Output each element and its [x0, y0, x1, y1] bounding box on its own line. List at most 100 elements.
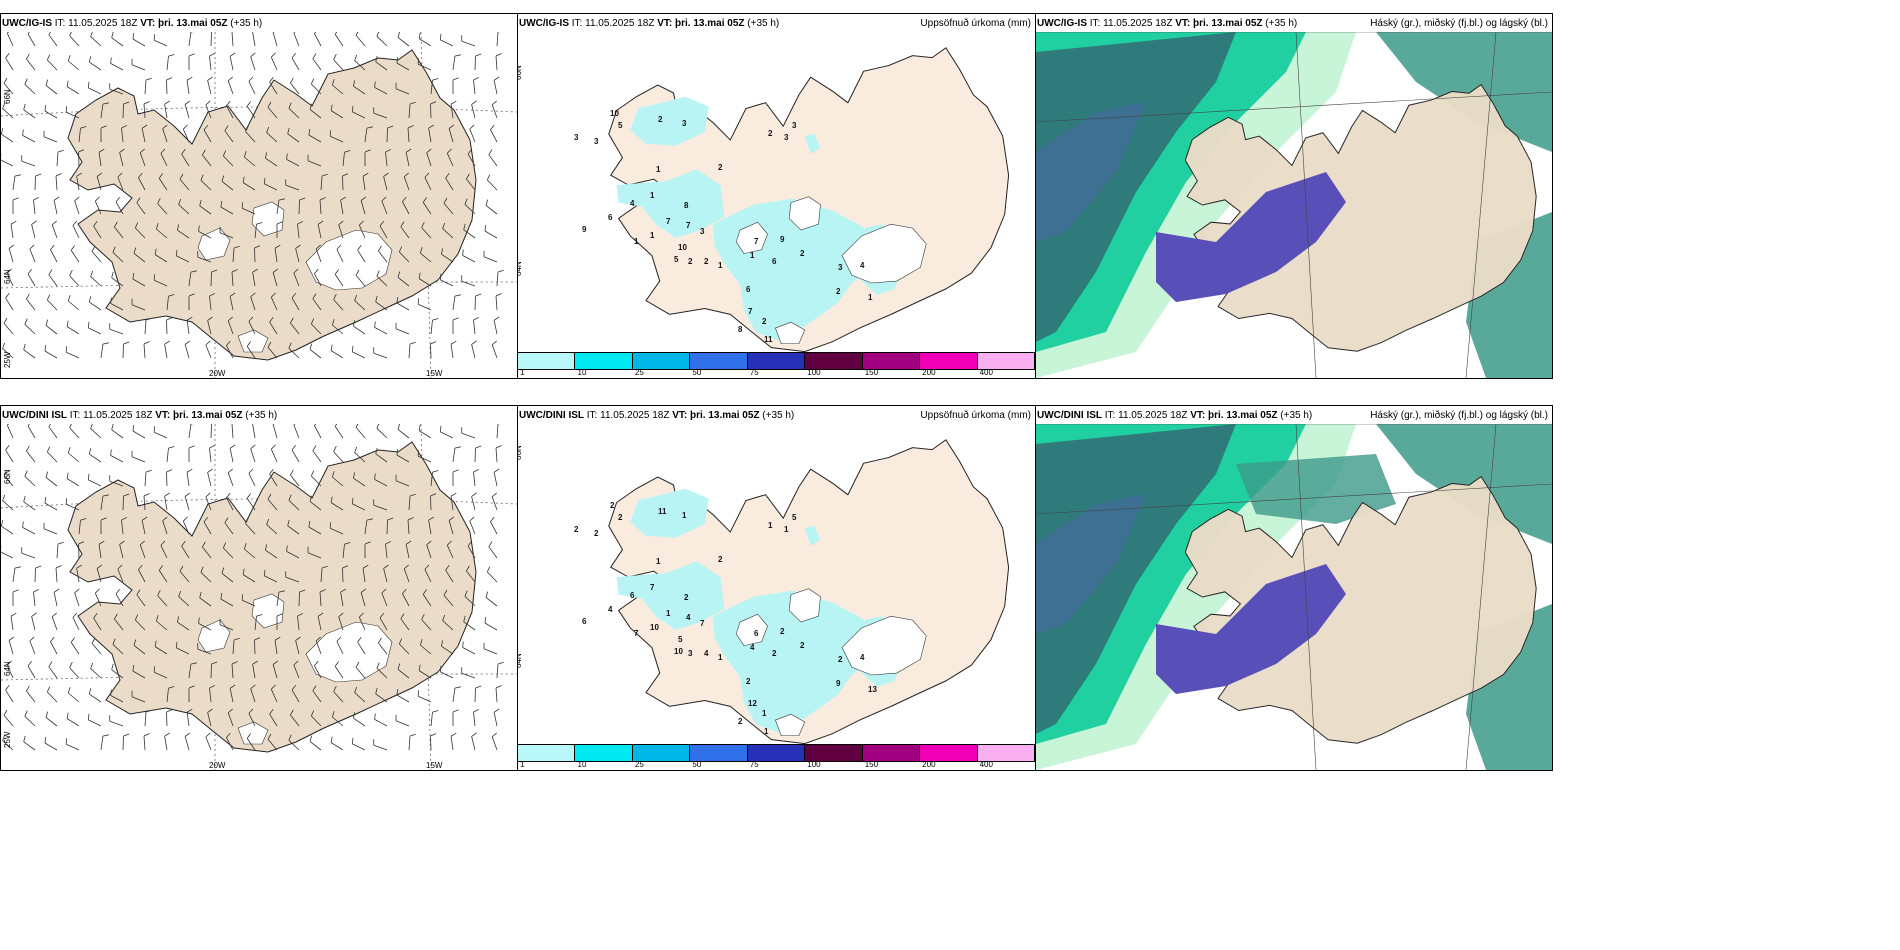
precip-value: 2: [594, 529, 599, 538]
precip-value: 10: [650, 623, 659, 632]
precip-value: 1: [750, 251, 755, 260]
cloud-high: [1036, 424, 1236, 734]
cloud-map[interactable]: [1036, 32, 1552, 378]
colorbar-label: 10: [577, 368, 587, 377]
panel-precip-dini: UWC/DINI ISL IT: 11.05.2025 18Z VT: þri.…: [517, 405, 1036, 771]
precip-value: 8: [738, 325, 743, 334]
precip-value: 4: [860, 653, 865, 662]
colorbar-label: 1: [520, 760, 525, 769]
precip-value: 6: [582, 617, 587, 626]
precip-area: [630, 488, 709, 538]
lat-label-64n: 64N: [517, 653, 523, 668]
glacier: [774, 713, 806, 737]
precip-value: 3: [792, 121, 797, 130]
panel-precip-ig: UWC/IG-IS IT: 11.05.2025 18Z VT: þri. 13…: [517, 13, 1036, 379]
glacier: [841, 615, 927, 676]
precip-value: 9: [582, 225, 587, 234]
colorbar-label: 100: [807, 760, 821, 769]
precip-value: 7: [700, 619, 705, 628]
precip-value: 1: [650, 231, 655, 240]
precip-value: 9: [780, 235, 785, 244]
precip-value: 7: [748, 307, 753, 316]
precip-value: 2: [762, 317, 767, 326]
precip-value: 12: [748, 699, 757, 708]
precip-value: 2: [738, 717, 743, 726]
lat-label-66n: 66N: [517, 65, 523, 80]
cloud-map[interactable]: [1036, 424, 1552, 770]
colorbar-label: 150: [864, 760, 879, 769]
panel-header: UWC/IG-IS IT: 11.05.2025 18Z VT: þri. 13…: [1037, 18, 1298, 29]
colorbar-label: 1: [520, 368, 525, 377]
precip-value: 2: [768, 129, 773, 138]
colorbar-swatch: [805, 745, 863, 761]
panel-header: UWC/IG-IS IT: 11.05.2025 18Z VT: þri. 13…: [519, 18, 780, 29]
cloud-high: [1376, 32, 1552, 152]
lat-label-64n: 64N: [3, 661, 12, 676]
lon-label-15w: 15W: [426, 761, 443, 770]
precip-value: 2: [684, 593, 689, 602]
cloud-low-overlap: [1156, 564, 1346, 694]
colorbar-swatch: [690, 353, 748, 369]
panel-header: UWC/DINI ISL IT: 11.05.2025 18Z VT: þri.…: [1037, 410, 1313, 421]
precip-value: 2: [718, 163, 723, 172]
precip-value: 7: [666, 217, 671, 226]
precip-value: 1: [666, 609, 671, 618]
lat-label-25w: 25W: [3, 731, 12, 748]
lon-label-15w: 15W: [426, 369, 443, 378]
precip-value: 7: [686, 221, 691, 230]
colorbar-swatch: [920, 353, 978, 369]
precip-value: 2: [610, 501, 615, 510]
colorbar-label: 400: [979, 760, 993, 769]
glacier: [841, 223, 927, 284]
glacier: [735, 613, 768, 646]
cloud-high: [1036, 102, 1146, 242]
precip-value: 4: [608, 605, 613, 614]
lon-label-20w: 20W: [209, 369, 226, 378]
colorbar: 1 10 25 50 75 100 150 200 400: [518, 742, 1035, 770]
panel-wind-dini: UWC/DINI ISL IT: 11.05.2025 18Z VT: þri.…: [0, 405, 518, 771]
precip-value: 1: [718, 261, 723, 270]
colorbar-swatch: [977, 745, 1035, 761]
precip-value: 2: [746, 677, 751, 686]
colorbar-label: 25: [634, 368, 644, 377]
precip-value: 3: [784, 133, 789, 142]
precip-value: 2: [618, 513, 623, 522]
wind-map[interactable]: [1, 424, 517, 770]
precip-value: 2: [800, 249, 805, 258]
precip-value: 2: [780, 627, 785, 636]
precip-value: 3: [838, 263, 843, 272]
precip-value: 2: [836, 287, 841, 296]
precip-value: 11: [658, 507, 667, 516]
precip-value: 11: [764, 335, 773, 344]
precip-value: 10: [678, 243, 687, 252]
glacier: [735, 221, 768, 254]
glacier: [788, 196, 821, 231]
precip-value: 6: [754, 629, 759, 638]
colorbar-swatch: [518, 745, 576, 761]
colorbar-label: 100: [807, 368, 821, 377]
precip-value: 2: [718, 555, 723, 564]
precip-value: 4: [704, 649, 709, 658]
colorbar-swatch: [518, 353, 576, 369]
precip-value: 2: [838, 655, 843, 664]
colorbar-label: 200: [922, 760, 936, 769]
wind-map[interactable]: [1, 32, 517, 378]
lat-label-66n: 66N: [3, 89, 12, 104]
panel-header: UWC/DINI ISL IT: 11.05.2025 18Z VT: þri.…: [2, 410, 278, 421]
precip-value: 1: [868, 293, 873, 302]
lat-label-66n: 66N: [517, 445, 523, 460]
precip-value: 1: [650, 191, 655, 200]
precip-area: [804, 134, 821, 154]
glacier: [305, 621, 393, 683]
precip-value: 3: [688, 649, 693, 658]
colorbar-label: 75: [749, 760, 759, 769]
precip-value: 8: [684, 201, 689, 210]
cloud-high: [1376, 424, 1552, 544]
colorbar-label: 10: [577, 760, 587, 769]
precip-value: 9: [836, 679, 841, 688]
cloud-high: [1036, 32, 1236, 342]
cloud-high: [1236, 454, 1396, 524]
lat-label-64n: 64N: [517, 261, 523, 276]
